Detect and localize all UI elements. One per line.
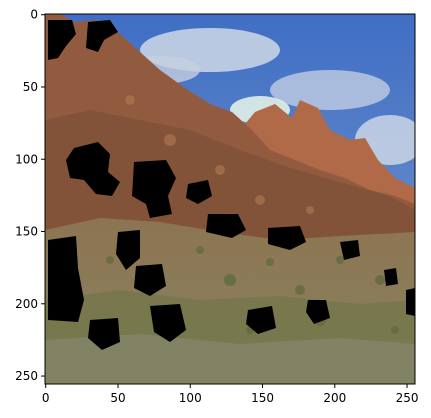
foreground-band — [45, 334, 415, 384]
y-tick-label: 50 — [23, 80, 38, 94]
mask-patch — [340, 240, 360, 260]
mask-patch — [132, 160, 176, 218]
y-tick-label: 100 — [15, 152, 38, 166]
mask-patch — [134, 264, 166, 296]
mask-patch — [206, 214, 246, 238]
mask-patch — [116, 230, 140, 270]
cliff-band — [45, 110, 415, 250]
mask-patch — [48, 20, 76, 60]
x-tick-label: 200 — [323, 391, 346, 405]
mask-patch — [48, 236, 84, 322]
x-tick-label: 0 — [42, 391, 50, 405]
masked-patches — [48, 20, 415, 350]
x-tick-label: 50 — [110, 391, 125, 405]
x-axis-ticks: 0 50 100 150 200 250 — [42, 384, 419, 405]
cloud — [270, 70, 390, 110]
mask-patch — [306, 300, 330, 324]
y-tick-label: 200 — [15, 297, 38, 311]
y-tick-label: 0 — [30, 8, 38, 22]
mask-patch — [186, 180, 212, 204]
mask-patch — [66, 142, 120, 196]
x-tick-label: 150 — [251, 391, 274, 405]
x-tick-label: 100 — [179, 391, 202, 405]
mask-patch — [406, 288, 415, 316]
mask-patch — [86, 20, 118, 52]
mask-patch — [150, 304, 186, 342]
y-tick-label: 250 — [15, 369, 38, 383]
mask-patch — [88, 318, 120, 350]
y-tick-label: 150 — [15, 225, 38, 239]
axes-frame — [44, 13, 416, 385]
mask-patch — [384, 268, 398, 286]
mask-patch — [268, 226, 306, 250]
y-axis-ticks: 0 50 100 150 200 250 — [15, 8, 45, 383]
landscape-photo — [45, 14, 415, 384]
x-tick-label: 250 — [396, 391, 419, 405]
mask-patch — [246, 306, 276, 334]
